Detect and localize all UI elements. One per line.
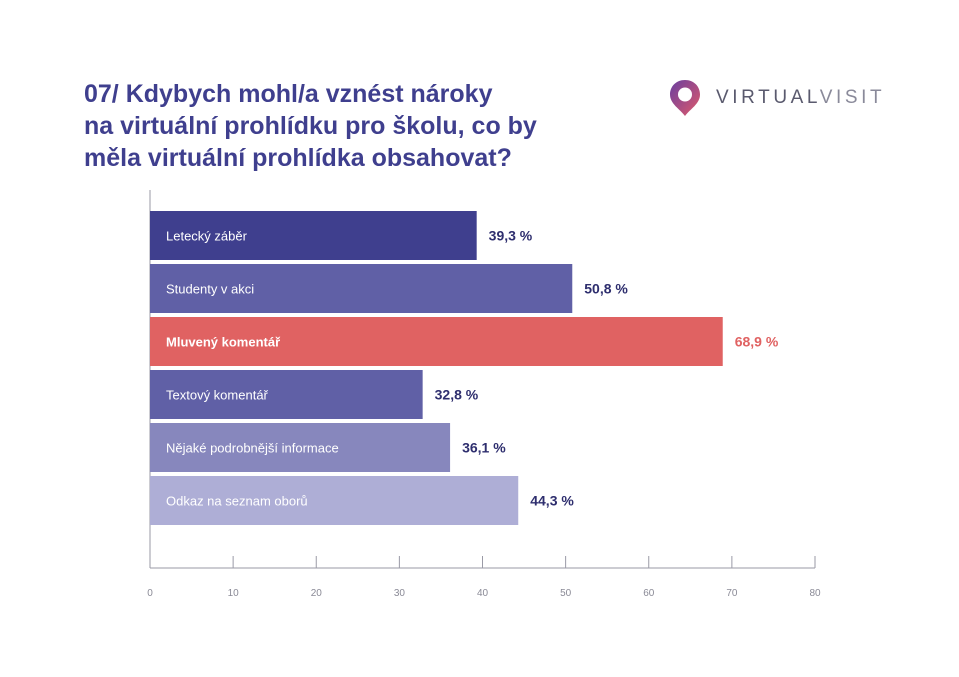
bar-value-label: 39,3 % [489, 228, 533, 244]
chart-title-line-2: na virtuální prohlídku pro školu, co by [84, 112, 537, 140]
brand-name-part1: VIRTUAL [716, 87, 820, 108]
x-tick-label: 30 [394, 588, 406, 599]
x-tick-label: 80 [809, 588, 821, 599]
chart-title: 07/ Kdybych mohl/a vznést nároky na virt… [84, 78, 624, 174]
bar [150, 476, 519, 525]
brand-name: VIRTUALVISIT [716, 87, 885, 109]
x-tick-label: 10 [228, 588, 240, 599]
bar [150, 423, 451, 472]
x-tick-label: 60 [643, 588, 655, 599]
brand-logo: VIRTUALVISIT [668, 78, 885, 118]
x-tick-label: 40 [477, 588, 489, 599]
x-tick-label: 0 [147, 588, 153, 599]
bar-category-label: Studenty v akci [166, 282, 254, 297]
bar [150, 264, 573, 313]
x-tick-label: 20 [311, 588, 323, 599]
bar-value-label: 32,8 % [435, 387, 479, 403]
bar-value-label: 50,8 % [584, 281, 628, 297]
bar-value-label: 44,3 % [530, 493, 574, 509]
brand-name-part2: VISIT [819, 87, 886, 108]
bar-category-label: Textový komentář [166, 388, 269, 403]
bar [150, 370, 423, 419]
bar-category-label: Nějaké podrobnější informace [166, 441, 339, 456]
x-tick-label: 50 [560, 588, 572, 599]
chart-title-line-1: 07/ Kdybych mohl/a vznést nároky [84, 80, 493, 108]
x-tick-label: 70 [726, 588, 738, 599]
bar-category-label: Odkaz na seznam oborů [166, 494, 308, 509]
bar-category-label: Letecký záběr [166, 229, 248, 244]
bar [150, 211, 477, 260]
chart-title-line-3: měla virtuální prohlídka obsahovat? [84, 144, 512, 172]
bar-value-label: 68,9 % [735, 334, 779, 350]
bar-category-label: Mluvený komentář [166, 335, 281, 350]
bar [150, 317, 723, 366]
bar-value-label: 36,1 % [462, 440, 506, 456]
map-pin-logo-icon [670, 80, 700, 116]
